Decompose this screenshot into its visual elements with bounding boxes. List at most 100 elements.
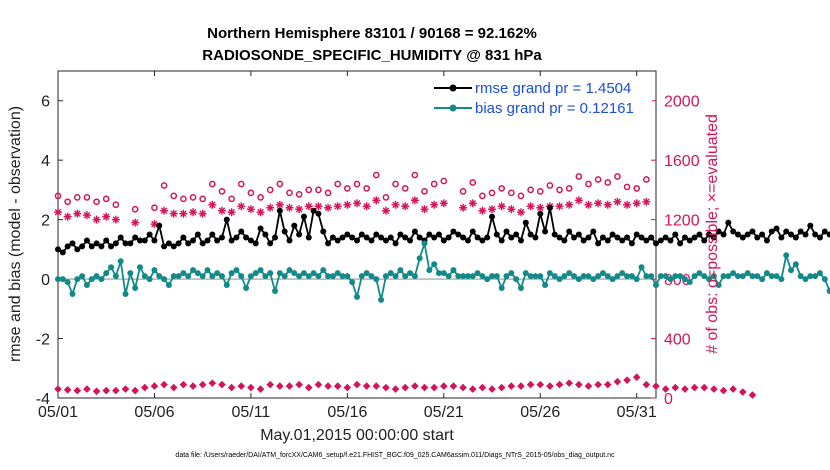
obs-possible-point (324, 189, 332, 197)
rmse-point (387, 234, 394, 241)
obs-evaluated-point (160, 206, 169, 215)
rmse-point (440, 237, 447, 244)
rmse-point (363, 234, 370, 241)
bias-point (190, 267, 197, 274)
rmse-point (141, 237, 148, 244)
obs-evaluated-low-point (54, 385, 62, 393)
bias-point (807, 273, 814, 280)
bias-point (267, 270, 274, 277)
bias-point (542, 282, 549, 289)
rmse-point (281, 228, 288, 235)
rmse-point (556, 234, 563, 241)
bias-point (286, 267, 293, 274)
asterisk-stroke (392, 201, 399, 209)
x-axis: 05/01 05/06 05/11 05/16 05/21 05/26 05/31 (38, 71, 657, 421)
bias-point (551, 273, 558, 280)
bias-point (455, 273, 462, 280)
bias-point (204, 267, 211, 274)
bias-point (387, 270, 394, 277)
rmse-point (194, 231, 201, 238)
obs-evaluated-point (285, 203, 294, 212)
rmse-point (551, 231, 558, 238)
rmse-point (411, 228, 418, 235)
bias-point (754, 273, 761, 280)
bias-point (88, 276, 95, 283)
asterisk-stroke (160, 207, 168, 215)
rmse-point (628, 240, 635, 247)
obs-evaluated-point (613, 197, 622, 206)
obs-possible-point (131, 205, 139, 213)
rmse-point (503, 228, 510, 235)
rmse-point (378, 234, 385, 241)
bias-point (175, 273, 182, 280)
obs-possible-point (556, 186, 563, 194)
bias-point (209, 273, 216, 280)
bias-point (112, 273, 119, 280)
obs-evaluated-low-point (517, 382, 525, 390)
obs-possible-point (411, 171, 419, 179)
rmse-point (730, 228, 737, 235)
asterisk-stroke (604, 201, 612, 209)
bias-point (291, 270, 298, 277)
bias-point (329, 273, 336, 280)
rmse-point (286, 237, 293, 244)
obs-evaluated-low-point (652, 382, 660, 390)
rmse-point (744, 231, 751, 238)
bias-point (79, 273, 86, 280)
bias-point (489, 273, 496, 280)
bias-point (59, 276, 66, 283)
bias-point (778, 276, 785, 283)
footnote: data file: /Users/raeder/DAI/ATM_forcXX/… (175, 452, 615, 459)
obs-possible-point (151, 204, 158, 212)
bias-point (532, 273, 539, 280)
obs-evaluated-point (410, 196, 419, 205)
obs-possible-point (83, 193, 91, 201)
rmse-point (498, 237, 505, 244)
obs-possible-point (392, 180, 399, 188)
bias-point (170, 273, 177, 280)
rmse-point (368, 237, 375, 244)
bias-point (83, 282, 90, 289)
obs-evaluated-low-point (661, 385, 670, 393)
obs-evaluated-low-point (478, 383, 487, 392)
rmse-point (136, 237, 143, 244)
rmse-point (788, 231, 795, 238)
asterisk-stroke (102, 213, 110, 220)
obs-evaluated-low-point (227, 383, 236, 392)
obs-evaluated-point (237, 202, 246, 211)
bias-point (397, 267, 404, 274)
obs-evaluated-point (488, 205, 497, 214)
bias-point (243, 285, 250, 292)
asterisk-stroke (64, 213, 71, 220)
obs-evaluated-point (324, 203, 333, 212)
rmse-point (223, 216, 230, 223)
legend-bias-marker (449, 104, 457, 112)
obs-possible-point (479, 192, 486, 200)
rmse-point (151, 237, 158, 244)
bias-point (469, 273, 476, 280)
obs-evaluated-point (217, 206, 226, 215)
rmse-point (93, 240, 100, 247)
rmse-point (74, 246, 81, 253)
obs-possible-point (286, 189, 293, 197)
bias-point (734, 273, 741, 280)
rmse-point (542, 228, 549, 235)
obs-evaluated-point (430, 200, 439, 209)
rmse-point (300, 213, 307, 220)
rmse-point (122, 240, 129, 247)
bias-point (571, 273, 578, 280)
x-tick-label: 05/01 (38, 404, 78, 421)
x-axis-label: May.01,2015 00:00:00 start (260, 427, 454, 444)
bias-point (672, 273, 679, 280)
rmse-point (185, 240, 192, 247)
rmse-point (566, 228, 573, 235)
obs-evaluated-point (179, 209, 188, 218)
rmse-point (522, 219, 529, 226)
rmse-point (98, 243, 105, 250)
rmse-point (146, 231, 153, 238)
asterisk-stroke (305, 202, 313, 210)
rmse-point (484, 234, 491, 241)
rmse-point (190, 237, 197, 244)
rmse-point (83, 237, 90, 244)
obs-possible-point (614, 173, 621, 180)
